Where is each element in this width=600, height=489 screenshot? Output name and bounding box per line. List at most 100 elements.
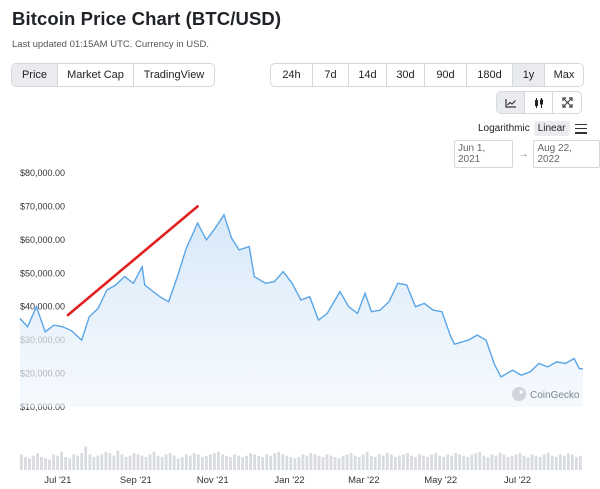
volume-bar (474, 453, 478, 470)
volume-bar (434, 453, 437, 470)
volume-bar (289, 457, 293, 470)
volume-bar (20, 454, 23, 470)
volume-bar (112, 455, 116, 470)
volume-bar (385, 453, 389, 470)
volume-bar (36, 453, 39, 470)
range-7d-button[interactable]: 7d (313, 64, 349, 86)
date-from-input[interactable]: Jun 1, 2021 (454, 140, 514, 168)
volume-bar (52, 454, 55, 470)
date-to-input[interactable]: Aug 22, 2022 (533, 140, 600, 168)
price-line (19, 213, 584, 378)
volume-bar (144, 457, 148, 470)
range-max-button[interactable]: Max (553, 69, 575, 81)
last-updated-text: Last updated 01:15AM UTC. Currency in US… (12, 39, 209, 50)
volume-bar (221, 454, 224, 470)
volume-bar (84, 446, 88, 470)
fullscreen-icon[interactable] (553, 92, 581, 113)
range-1y-button[interactable]: 1y (513, 64, 545, 86)
linear-option[interactable]: Linear (533, 121, 570, 136)
volume-bar (156, 455, 160, 470)
volume-bar (530, 454, 534, 470)
range-90d-button[interactable]: 90d (425, 64, 467, 86)
volume-bar (554, 457, 558, 470)
range-14d-button[interactable]: 14d (349, 64, 387, 86)
volume-bar (406, 453, 409, 470)
volume-bar (506, 457, 510, 470)
volume-bar (24, 457, 27, 470)
volume-bar (201, 457, 204, 470)
volume-bar (325, 454, 329, 470)
volume-bar (321, 457, 325, 470)
volume-bar (209, 454, 212, 470)
watermark-text: CoinGecko (530, 390, 580, 401)
y-tick-label: $70,000.00 (20, 201, 65, 211)
volume-bar (462, 455, 466, 470)
volume-bar (40, 457, 43, 470)
volume-bar (418, 454, 421, 470)
volume-bar (180, 457, 184, 470)
volume-bar (422, 455, 425, 470)
volume-bar (398, 455, 401, 470)
volume-bar (450, 455, 454, 470)
volume-bar (281, 454, 285, 470)
volume-bar (414, 457, 417, 470)
volume-bar (426, 457, 429, 470)
volume-bar (482, 455, 486, 470)
range-24h-button[interactable]: 24h (271, 64, 313, 86)
volume-bar (454, 453, 458, 470)
volume-bar (196, 454, 200, 470)
coingecko-watermark: CoinGecko (512, 387, 580, 401)
date-range: Jun 1, 2021 → Aug 22, 2022 (454, 140, 600, 168)
volume-bar (361, 454, 365, 470)
volume-bar (394, 457, 397, 470)
volume-bar (446, 454, 450, 470)
volume-bar (369, 455, 373, 470)
volume-bar (353, 455, 357, 470)
volume-bar (265, 454, 269, 470)
volume-bar (522, 455, 526, 470)
logarithmic-option[interactable]: Logarithmic (478, 123, 530, 134)
menu-icon[interactable] (574, 123, 587, 134)
x-tick-label: Mar '22 (348, 475, 379, 486)
volume-bar (225, 455, 228, 470)
volume-bar (213, 453, 216, 470)
volume-bar (64, 457, 67, 470)
volume-bar (546, 453, 550, 470)
y-tick-label: $40,000.00 (20, 302, 65, 312)
line-chart-icon[interactable] (497, 92, 525, 113)
volume-bar (373, 457, 377, 470)
volume-bar (297, 457, 301, 470)
volume-bar (152, 451, 156, 470)
volume-bar (550, 455, 554, 470)
y-tick-label: $80,000.00 (20, 168, 65, 178)
range-30d-button[interactable]: 30d (387, 64, 425, 86)
volume-bar (241, 457, 244, 470)
volume-bar (261, 457, 265, 470)
range-180d-button[interactable]: 180d (467, 64, 513, 86)
x-tick-label: Nov '21 (197, 475, 229, 486)
volume-bar (438, 455, 441, 470)
volume-bar (458, 454, 462, 470)
volume-bar (148, 454, 152, 470)
volume-bar (329, 455, 333, 470)
tab-market-cap[interactable]: Market Cap (58, 64, 134, 86)
volume-bar (305, 455, 309, 470)
volume-bar (172, 455, 176, 470)
volume-bar (92, 457, 96, 470)
volume-bar (192, 453, 196, 470)
volume-bar (233, 454, 236, 470)
volume-bar (68, 458, 72, 470)
volume-bar (80, 453, 84, 470)
candlestick-icon[interactable] (525, 92, 553, 113)
tab-tradingview[interactable]: TradingView (143, 69, 205, 81)
volume-bar (237, 455, 240, 470)
price-area-fill (20, 214, 583, 407)
tab-price[interactable]: Price (12, 64, 58, 86)
volume-bar (217, 451, 220, 470)
volume-bar (510, 455, 514, 470)
volume-bar (249, 453, 252, 470)
volume-bar (514, 454, 518, 470)
volume-bar (566, 453, 570, 470)
volume-bar (116, 450, 120, 470)
